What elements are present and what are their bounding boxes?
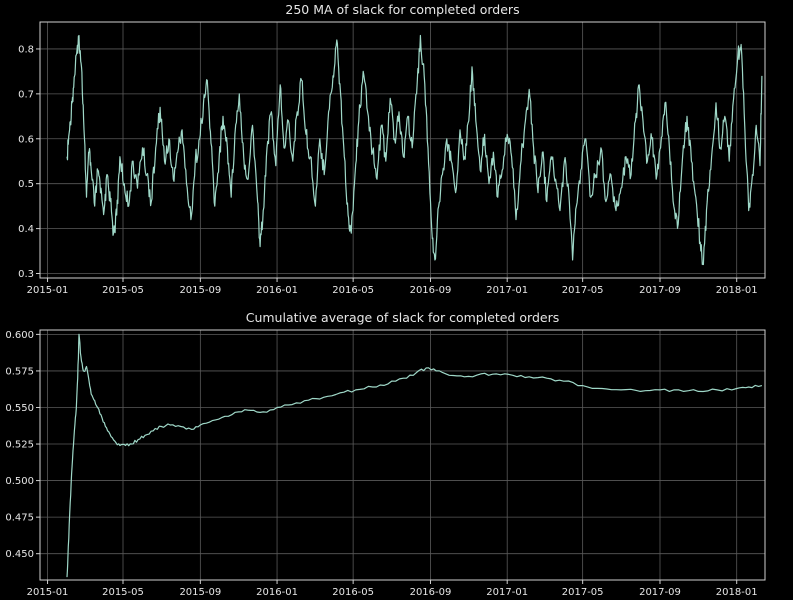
bottom-chart-y-tick-label: 0.475 [5, 513, 34, 524]
bottom-chart-x-tick-label: 2015-05 [102, 587, 144, 598]
top-chart-x-tick-label: 2017-09 [639, 285, 681, 296]
top-chart-ticks: 2015-01 2015-05 2015-09 2016-01 2016-05 2016-… [18, 44, 758, 296]
bottom-chart-x-tick-label: 2018-01 [716, 587, 758, 598]
top-chart-x-tick-label: 2017-05 [562, 285, 604, 296]
bottom-chart-grid [40, 330, 765, 580]
bottom-chart-x-tick-label: 2015-01 [27, 587, 69, 598]
bottom-chart-x-tick-label: 2017-09 [639, 587, 681, 598]
top-chart-x-tick-label: 2015-09 [179, 285, 221, 296]
top-chart-frame [39, 21, 766, 279]
bottom-chart-x-tick-label: 2016-05 [332, 587, 374, 598]
bottom-chart-y-tick-label: 0.575 [5, 366, 34, 377]
top-chart-y-tick-label: 0.4 [18, 224, 34, 235]
top-chart-x-tick-label: 2016-09 [410, 285, 452, 296]
bottom-chart-x-tick-label: 2016-09 [410, 587, 452, 598]
bottom-chart-title: Cumulative average of slack for complete… [246, 310, 560, 325]
bottom-chart-x-tick-label: 2016-01 [256, 587, 298, 598]
bottom-chart-x-tick-label: 2015-09 [179, 587, 221, 598]
top-chart-x-tick-label: 2016-01 [256, 285, 298, 296]
bottom-chart-frame [39, 329, 766, 581]
top-chart-x-tick-label: 2016-05 [332, 285, 374, 296]
top-chart: 2015-01 2015-05 2015-09 2016-01 2016-05 2016-… [18, 2, 766, 296]
bottom-chart-y-tick-label: 0.450 [5, 549, 34, 560]
bottom-chart-series-line [66, 333, 763, 578]
top-chart-y-tick-label: 0.6 [18, 134, 34, 145]
bottom-chart-y-tick-label: 0.525 [5, 440, 34, 451]
bottom-chart-y-tick-label: 0.550 [5, 403, 34, 414]
top-chart-y-tick-label: 0.8 [18, 44, 34, 55]
top-chart-x-tick-label: 2018-01 [716, 285, 758, 296]
bottom-chart-x-tick-label: 2017-01 [486, 587, 528, 598]
top-chart-y-tick-label: 0.7 [18, 89, 34, 100]
top-chart-x-tick-label: 2015-05 [102, 285, 144, 296]
bottom-chart-y-tick-label: 0.500 [5, 476, 34, 487]
bottom-chart-ticks: 2015-01 2015-05 2015-09 2016-01 2016-05 2016-… [5, 330, 757, 598]
bottom-chart-x-tick-label: 2017-05 [562, 587, 604, 598]
top-chart-title: 250 MA of slack for completed orders [285, 2, 519, 17]
top-chart-x-tick-label: 2017-01 [486, 285, 528, 296]
top-chart-y-tick-label: 0.3 [18, 269, 34, 280]
bottom-chart-y-tick-label: 0.600 [5, 330, 34, 341]
top-chart-x-tick-label: 2015-01 [27, 285, 69, 296]
top-chart-y-tick-label: 0.5 [18, 179, 34, 190]
bottom-chart: 2015-01 2015-05 2015-09 2016-01 2016-05 2016-… [5, 310, 766, 598]
top-chart-series-line [66, 34, 763, 266]
